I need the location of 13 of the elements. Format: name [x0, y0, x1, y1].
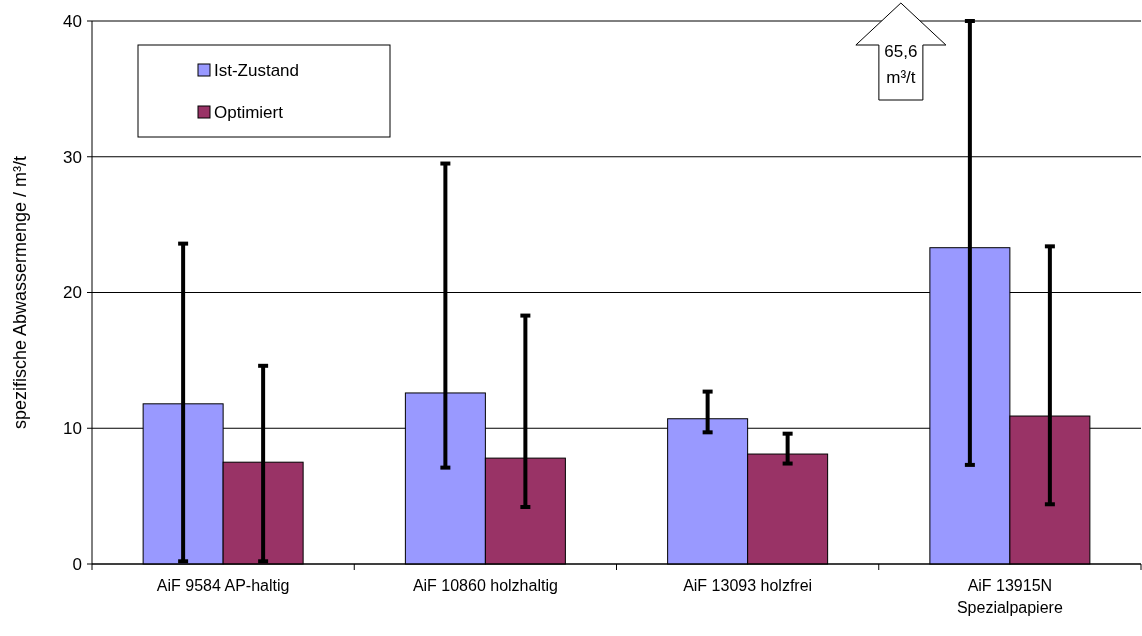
x-tick-label: AiF 13915N Spezialpapiere — [956, 577, 1063, 616]
x-tick-label: AiF 10860 holzhaltig — [412, 577, 558, 594]
y-tick-label: 40 — [63, 11, 82, 31]
legend-label: Ist-Zustand — [214, 60, 300, 80]
y-tick-label: 0 — [72, 554, 82, 574]
y-tick-label: 20 — [63, 283, 82, 303]
y-tick-label: 10 — [63, 419, 82, 439]
y-axis-title: spezifische Abwassermenge / m³/t — [10, 155, 30, 430]
legend-label: Optimiert — [214, 102, 284, 122]
x-tick-label: AiF 9584 AP-haltig — [156, 577, 290, 594]
annotation: 65,6 m³/t — [884, 42, 918, 87]
x-tick-label: AiF 13093 holzfrei — [683, 577, 813, 594]
y-tick-label: 30 — [63, 147, 82, 167]
